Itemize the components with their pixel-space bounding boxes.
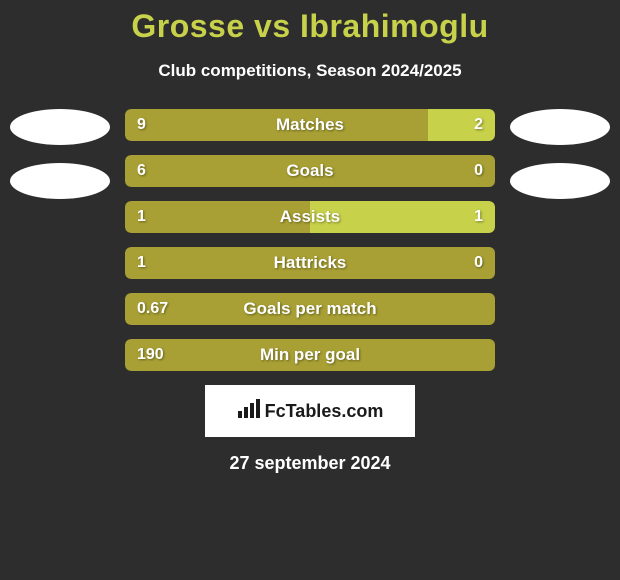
player-right-badge-1 (510, 109, 610, 145)
player-right-badge-2 (510, 163, 610, 199)
stat-label: Goals (125, 155, 495, 187)
stat-label: Hattricks (125, 247, 495, 279)
logo-label: FcTables.com (265, 401, 384, 422)
stat-rows: 9 Matches 2 6 Goals 0 1 Assists 1 (125, 109, 495, 371)
comparison-card: Grosse vs Ibrahimoglu Club competitions,… (0, 0, 620, 580)
logo: FcTables.com (237, 399, 384, 424)
stat-label: Matches (125, 109, 495, 141)
stat-label: Min per goal (125, 339, 495, 371)
logo-box[interactable]: FcTables.com (205, 385, 415, 437)
subtitle: Club competitions, Season 2024/2025 (0, 61, 620, 81)
stat-row: 9 Matches 2 (125, 109, 495, 141)
stat-row: 190 Min per goal (125, 339, 495, 371)
stat-right-value: 1 (462, 201, 495, 233)
stat-row: 0.67 Goals per match (125, 293, 495, 325)
stat-right-value: 0 (462, 155, 495, 187)
stat-row: 1 Assists 1 (125, 201, 495, 233)
stats-area: 9 Matches 2 6 Goals 0 1 Assists 1 (0, 109, 620, 371)
chart-icon (237, 399, 261, 424)
date-text: 27 september 2024 (0, 453, 620, 474)
stat-row: 6 Goals 0 (125, 155, 495, 187)
player-left-badge-1 (10, 109, 110, 145)
stat-right-value: 0 (462, 247, 495, 279)
page-title: Grosse vs Ibrahimoglu (0, 0, 620, 45)
stat-right-value (471, 293, 495, 325)
player-left-badge-2 (10, 163, 110, 199)
stat-right-value (471, 339, 495, 371)
stat-row: 1 Hattricks 0 (125, 247, 495, 279)
stat-right-value: 2 (462, 109, 495, 141)
stat-label: Goals per match (125, 293, 495, 325)
stat-label: Assists (125, 201, 495, 233)
